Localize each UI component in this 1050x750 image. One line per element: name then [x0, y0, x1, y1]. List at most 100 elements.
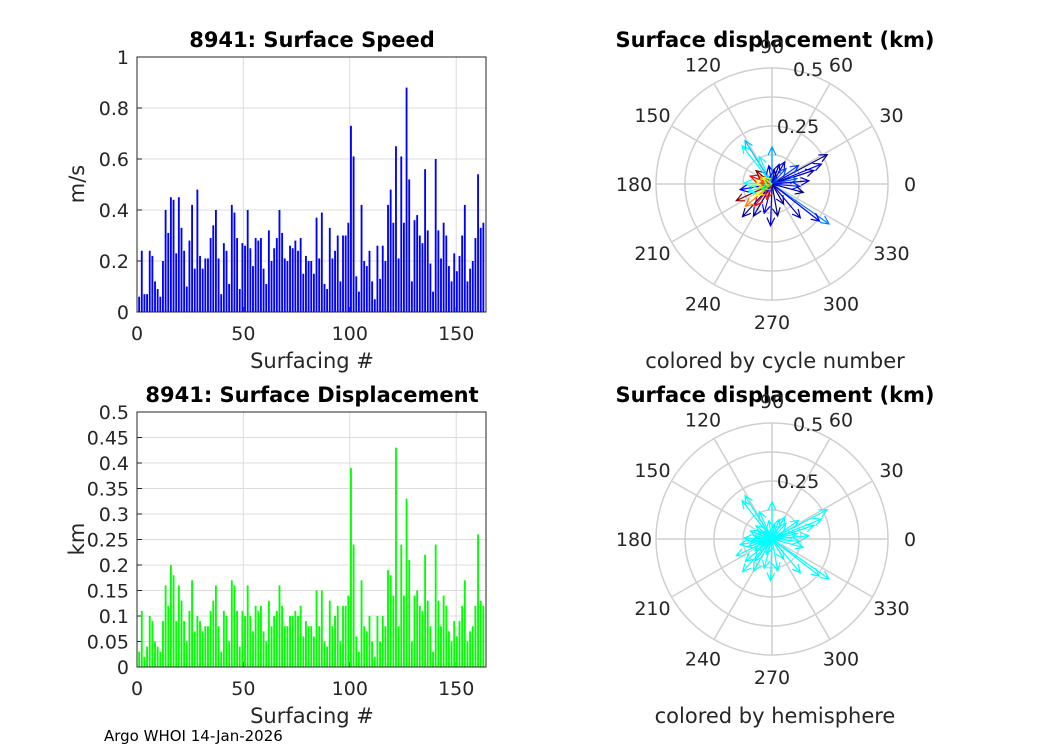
bar [453, 253, 456, 312]
bar [315, 590, 318, 667]
bar [479, 227, 482, 312]
bar [138, 651, 141, 667]
polar-spoke [771, 183, 873, 243]
y-tick-label: 0 [117, 302, 129, 324]
angle-tick-label: 210 [634, 598, 670, 620]
angle-tick-label: 60 [829, 54, 853, 76]
displacement-arrow [771, 164, 800, 185]
bar [270, 261, 273, 312]
y-tick-label: 0.5 [99, 402, 129, 424]
displacement-arrow [771, 538, 831, 580]
speed-chart-ylabel: m/s [65, 165, 89, 203]
bar [360, 204, 363, 312]
bar [387, 570, 389, 667]
bar [328, 600, 331, 667]
y-tick-label: 0.15 [87, 581, 129, 603]
displacement-arrow [767, 145, 777, 184]
bar [397, 626, 400, 667]
bar [320, 590, 323, 667]
bar [389, 189, 392, 312]
angle-tick-label: 150 [634, 105, 670, 127]
bar [429, 263, 432, 312]
bar [342, 605, 344, 667]
bar [315, 217, 318, 312]
bar [405, 87, 408, 312]
bar [146, 294, 148, 312]
bar [228, 641, 231, 667]
bar [249, 616, 252, 667]
y-tick-label: 0.3 [99, 504, 129, 526]
bar [196, 616, 199, 667]
angle-tick-label: 30 [879, 460, 903, 482]
displacement-arrow [771, 538, 785, 561]
angle-tick-label: 300 [823, 294, 859, 316]
bar [350, 468, 352, 667]
bar [405, 498, 408, 667]
bar [214, 585, 217, 667]
bar [410, 641, 413, 667]
bar [177, 585, 180, 667]
displacement-arrow [771, 522, 787, 540]
bar [440, 258, 442, 312]
y-tick-label: 0.4 [99, 200, 129, 222]
bar [291, 616, 294, 667]
bar [225, 250, 228, 312]
bar [336, 235, 339, 312]
bar [376, 245, 379, 312]
bar [201, 268, 204, 312]
displacement-arrow [766, 538, 776, 583]
bar [257, 240, 260, 312]
bar [236, 610, 239, 667]
bar [188, 240, 191, 312]
bar [191, 204, 194, 312]
bar [463, 580, 466, 667]
bar [442, 595, 445, 667]
bar [479, 600, 482, 667]
bar [169, 565, 172, 667]
bar [326, 289, 329, 312]
bar [199, 255, 201, 312]
displacement-arrow [764, 538, 774, 556]
bar [286, 626, 289, 667]
bar [307, 626, 310, 667]
bar [156, 289, 159, 312]
bar [267, 230, 270, 312]
displacement-chart-xlabel: Surfacing # [250, 704, 374, 728]
displacement-arrow [771, 538, 781, 573]
bar [376, 616, 379, 667]
bar [413, 220, 416, 312]
bar [154, 641, 156, 667]
bar [207, 626, 209, 667]
radial-tick-label: 0.25 [777, 116, 819, 138]
bar [305, 255, 307, 312]
bar [410, 281, 413, 312]
bar [140, 250, 143, 312]
bar [318, 626, 321, 667]
x-tick-label: 0 [131, 323, 143, 345]
bar [408, 559, 411, 667]
displacement-arrow [771, 532, 811, 541]
displacement-arrow [744, 494, 773, 540]
displacement-arrow [771, 538, 802, 574]
bar [363, 626, 366, 667]
bar [373, 656, 376, 667]
y-tick-label: 0.1 [99, 606, 129, 628]
polar-spoke [713, 83, 773, 185]
x-tick-label: 50 [231, 323, 255, 345]
bar [209, 610, 212, 667]
angle-tick-label: 120 [685, 54, 721, 76]
bar [220, 651, 223, 667]
displacement-arrow [771, 181, 802, 191]
bar [225, 616, 228, 667]
x-tick-label: 150 [438, 323, 474, 345]
bar [307, 261, 310, 312]
radial-tick-label: 0.5 [793, 59, 823, 81]
bar [289, 245, 291, 312]
polar-spoke [671, 183, 773, 243]
polar-spoke [671, 480, 773, 540]
bar [429, 626, 432, 667]
displacement-arrow [771, 167, 787, 185]
bar [379, 278, 382, 312]
bar [379, 641, 382, 667]
bar [384, 261, 387, 312]
